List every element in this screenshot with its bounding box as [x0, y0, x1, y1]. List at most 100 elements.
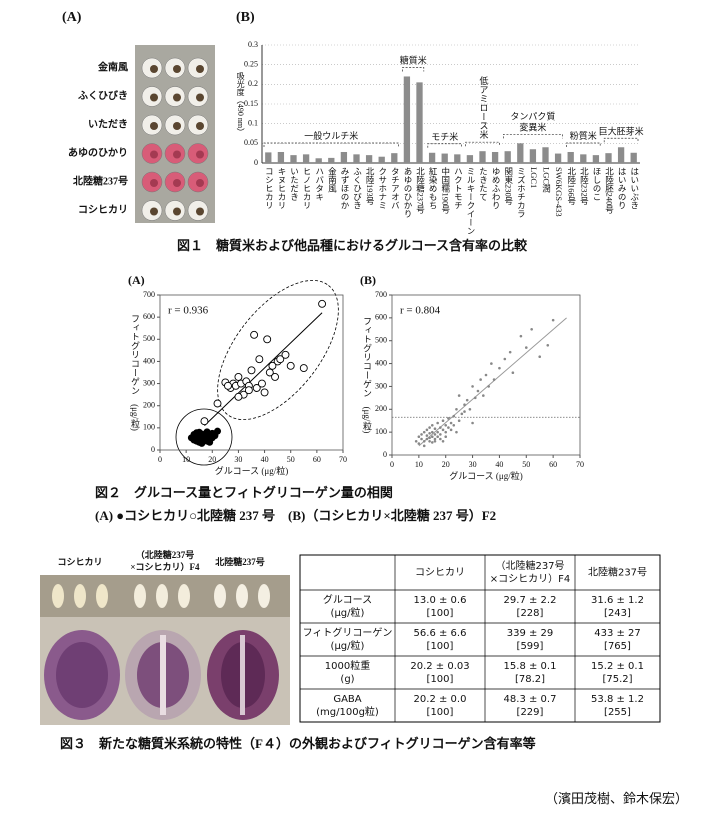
data-point	[190, 432, 198, 440]
well-residue	[173, 93, 181, 102]
data-point	[200, 417, 209, 426]
table-cell: [75.2]	[602, 674, 632, 685]
data-point	[476, 389, 480, 393]
x-tick-label: 20	[442, 460, 450, 469]
table-cell: 13.0 ± 0.6	[414, 595, 467, 606]
table-header: コシヒカリ	[415, 567, 465, 579]
category-label: コシヒカリ	[264, 167, 274, 210]
bar	[542, 147, 549, 163]
data-point	[250, 330, 259, 339]
category-label: はいいぶき	[630, 167, 640, 210]
bar	[491, 151, 499, 163]
group-label: 変異米	[519, 121, 546, 132]
category-label: 北陸166号	[567, 167, 577, 206]
category-label: 北陸232号	[579, 167, 589, 206]
category-label: 北陸193号	[365, 167, 375, 206]
category-label: SW6KGS-433	[554, 167, 564, 217]
table-cell: [100]	[427, 674, 454, 685]
table-cell: [228]	[517, 608, 544, 619]
bar	[605, 153, 612, 163]
data-point	[224, 381, 232, 390]
data-point	[244, 386, 253, 395]
x-tick-label: 10	[182, 455, 190, 464]
y-tick-label: 600	[143, 312, 155, 321]
category-label: LGC潤	[542, 167, 552, 193]
group-bracket	[503, 133, 563, 139]
plot-frame	[391, 294, 581, 456]
panel-label: (B)	[360, 273, 376, 287]
table-header: ×コシヒカリ）F4	[490, 573, 571, 585]
photo-label: ×コシヒカリ）F4	[130, 562, 200, 572]
plate-row-label: いただき	[88, 118, 128, 130]
y-tick-label: 600	[375, 313, 387, 322]
y-tick-label: 200	[375, 404, 387, 413]
plate-row-label: ふくひびき	[78, 89, 128, 102]
bar	[454, 154, 461, 163]
data-point	[234, 392, 243, 401]
data-point	[414, 439, 418, 443]
data-point	[538, 355, 542, 359]
category-label: ハクトモチ	[453, 167, 463, 210]
category-label: ミズホチカラ	[516, 167, 526, 218]
table-cell: (μg/粒)	[331, 606, 365, 619]
caption: 図１ 糖質米および他品種におけるグルコース含有率の比較	[177, 238, 528, 253]
well-residue	[196, 65, 204, 73]
data-point	[430, 441, 434, 444]
category-label: あゆのひかり	[403, 167, 413, 218]
data-point	[258, 379, 266, 388]
data-point	[198, 439, 206, 447]
data-point	[420, 433, 423, 436]
data-point	[444, 435, 448, 439]
r-label: r = 0.804	[400, 305, 441, 317]
data-point	[268, 361, 277, 370]
data-point	[471, 385, 474, 388]
bar	[353, 154, 360, 163]
data-point	[436, 435, 439, 439]
data-point	[463, 410, 466, 413]
well-residue	[150, 150, 158, 159]
data-point	[487, 385, 490, 388]
table-header: （北陸糖237号	[495, 559, 564, 572]
data-point	[425, 437, 429, 441]
well-residue	[173, 179, 181, 187]
data-point	[463, 403, 466, 407]
x-tick-label: 20	[208, 455, 216, 464]
bar	[504, 151, 511, 163]
data-point	[433, 437, 437, 441]
data-point	[449, 428, 453, 432]
bar	[617, 147, 625, 163]
data-point	[457, 419, 461, 423]
y-tick-label: 700	[375, 290, 387, 299]
x-tick-label: 0	[390, 460, 394, 469]
plate-row-label: あゆのひかり	[68, 146, 128, 159]
x-tick-label: 70	[576, 460, 584, 469]
x-tick-label: 0	[158, 455, 162, 464]
group-label: モチ米	[431, 131, 458, 142]
group-bracket	[566, 142, 601, 147]
data-point	[252, 384, 261, 392]
data-point	[281, 350, 290, 359]
category-label: いただき	[290, 167, 300, 201]
data-point	[441, 428, 445, 432]
photo-label: コシヒカリ	[57, 557, 102, 567]
data-point	[484, 373, 488, 377]
data-point	[417, 435, 421, 439]
bar	[378, 156, 385, 163]
category-label: ほしのこ	[592, 167, 602, 201]
x-tick-label: 40	[495, 460, 503, 469]
y-tick-label: 0.2	[248, 79, 258, 88]
data-point	[428, 436, 431, 440]
x-tick-label: 30	[234, 455, 242, 464]
table-cell: 56.6 ± 6.6	[414, 628, 467, 639]
table-cell: 433 ± 27	[594, 628, 641, 639]
bar	[479, 151, 486, 163]
data-point	[457, 394, 461, 397]
data-point	[511, 371, 515, 375]
data-point	[430, 423, 434, 427]
wells	[141, 57, 209, 221]
table-cell: [255]	[604, 707, 631, 718]
group-label: 低アミロース米	[478, 75, 488, 140]
x-tick-label: 40	[261, 455, 269, 464]
table-cell: 339 ± 29	[507, 628, 554, 639]
